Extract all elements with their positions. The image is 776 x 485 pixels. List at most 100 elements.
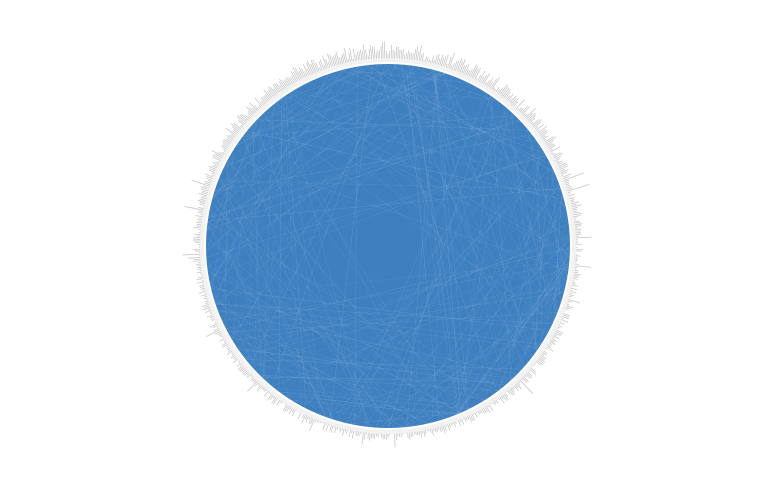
network-edge: [438, 70, 567, 282]
network-edge: [254, 121, 371, 428]
network-edge: [404, 274, 568, 428]
network-edge: [212, 70, 436, 197]
network-edge: [219, 177, 392, 428]
network-edge: [451, 175, 556, 417]
network-edge: [327, 153, 545, 418]
network-edge: [358, 66, 570, 240]
ring-spike: [418, 45, 422, 64]
network-edge: [329, 64, 373, 419]
network-edge: [215, 102, 277, 305]
network-edge: [247, 362, 470, 409]
network-edge: [338, 70, 537, 352]
network-edge: [442, 72, 533, 358]
network-edge: [349, 67, 551, 165]
network-edge: [404, 281, 567, 428]
network-edge: [229, 157, 333, 420]
ring-spike: [382, 42, 384, 62]
network-edge: [215, 303, 542, 345]
network-edge: [207, 222, 502, 389]
network-edge: [211, 201, 395, 428]
network-edge: [375, 185, 560, 428]
network-edge: [236, 66, 357, 347]
network-edge: [431, 75, 451, 423]
network-edge: [343, 341, 543, 423]
network-edge: [271, 64, 386, 387]
network-edge: [392, 64, 570, 244]
network-edge: [232, 129, 249, 342]
network-edge: [458, 203, 566, 414]
network-edge: [387, 95, 491, 428]
network-edge: [219, 176, 326, 418]
network-edge: [206, 154, 546, 265]
ring-spike: [191, 179, 213, 188]
network-edge: [291, 399, 458, 415]
outer-ring: [200, 58, 576, 434]
network-edge: [240, 237, 570, 354]
network-edge: [224, 166, 325, 417]
network-edge: [206, 71, 442, 229]
ring-spike: [572, 236, 592, 239]
network-edge: [250, 64, 397, 366]
network-edge: [207, 270, 461, 414]
network-edge: [242, 115, 515, 137]
network-edge: [211, 148, 235, 292]
network-edge: [263, 112, 455, 416]
network-edge: [244, 235, 570, 359]
network-edge: [217, 310, 518, 375]
network-edge: [207, 82, 468, 223]
network-edge: [236, 64, 401, 146]
network-edge: [443, 72, 559, 310]
network-edge: [215, 303, 553, 325]
network-edge: [408, 65, 468, 410]
network-edge: [209, 69, 343, 285]
edge-texture: [206, 64, 570, 428]
network-edge: [208, 78, 318, 213]
network-edge: [260, 376, 472, 408]
network-edge: [509, 273, 569, 382]
network-edge: [208, 152, 545, 277]
network-edge: [249, 64, 371, 128]
network-edge: [240, 73, 446, 139]
network-edge: [479, 197, 564, 404]
network-edge: [221, 264, 570, 321]
network-edge: [227, 287, 566, 333]
network-edge: [206, 117, 260, 253]
network-edge: [213, 90, 484, 193]
network-edge: [418, 66, 569, 220]
network-edge: [210, 284, 495, 394]
network-edge: [238, 72, 444, 351]
network-edge: [361, 210, 567, 427]
network-edge: [209, 73, 330, 285]
network-edge: [218, 180, 562, 190]
network-edge: [243, 135, 333, 420]
network-edge: [366, 65, 555, 173]
network-edge: [290, 92, 564, 295]
network-edge: [261, 376, 509, 383]
network-edge: [263, 104, 274, 379]
network-edge: [229, 156, 569, 272]
network-edge: [449, 138, 536, 418]
network-edge: [206, 66, 421, 252]
network-edge: [377, 64, 570, 234]
network-edge: [530, 133, 549, 332]
network-edge: [434, 70, 469, 410]
network-edge: [213, 192, 343, 423]
network-edge: [223, 323, 428, 424]
network-edge: [401, 184, 560, 428]
network-edge: [220, 82, 308, 175]
network-edge: [279, 391, 449, 418]
network-edge: [225, 327, 374, 428]
network-edge: [350, 146, 541, 425]
network-edge: [225, 248, 570, 330]
network-edge: [308, 81, 570, 255]
network-edge: [339, 313, 558, 422]
network-edge: [245, 359, 522, 370]
network-edge: [215, 86, 477, 306]
network-edge: [226, 329, 485, 401]
network-edge: [263, 96, 285, 379]
network-edge: [326, 74, 545, 154]
network-edge: [553, 191, 562, 322]
network-edge: [414, 375, 516, 427]
network-edge: [232, 292, 565, 341]
